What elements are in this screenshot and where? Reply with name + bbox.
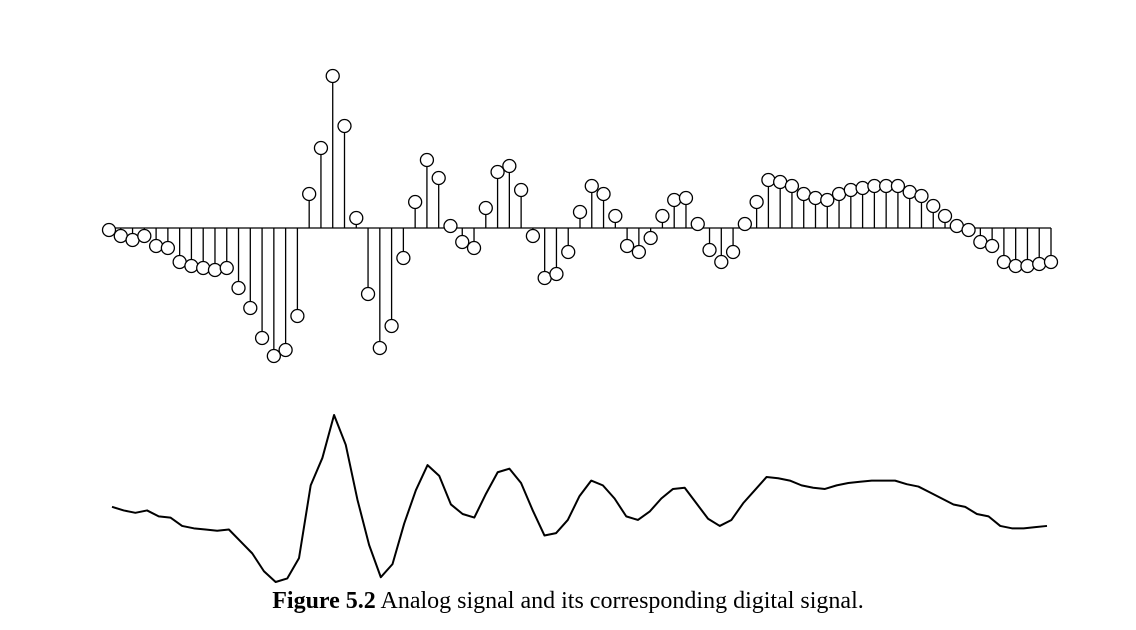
stem-marker: [937, 208, 953, 224]
stem-marker: [879, 178, 894, 194]
stem-marker: [725, 244, 741, 260]
stem-marker: [1043, 254, 1059, 270]
stem-marker: [266, 348, 282, 364]
stem-marker: [584, 178, 599, 194]
stem-marker: [396, 250, 411, 266]
stem-marker: [549, 266, 564, 282]
stem-marker: [714, 254, 729, 270]
stem-marker: [643, 230, 658, 246]
stem-marker: [608, 208, 623, 224]
stem-marker: [737, 216, 752, 232]
digital-signal-stem-plot: [101, 68, 1059, 364]
stem-marker: [137, 228, 152, 244]
stem-marker: [902, 184, 917, 200]
figure-caption: Figure 5.2 Analog signal and its corresp…: [0, 588, 1136, 615]
stem-marker: [148, 238, 164, 254]
stem-marker: [949, 218, 964, 234]
stem-marker: [184, 258, 199, 274]
analog-signal-line: [111, 414, 1048, 583]
stem-marker: [1032, 256, 1047, 272]
stem-marker: [678, 190, 694, 206]
stem-marker: [831, 186, 847, 202]
stem-marker: [243, 300, 258, 316]
stem-marker: [1008, 258, 1023, 274]
stem-marker: [655, 208, 670, 224]
stem-marker: [1020, 258, 1035, 274]
stem-marker: [667, 192, 682, 208]
stem-marker: [278, 342, 293, 358]
stem-marker: [890, 178, 906, 194]
stem-marker: [431, 170, 446, 186]
stem-marker: [360, 286, 376, 302]
stem-marker: [407, 194, 423, 210]
analog-signal-line-plot: [111, 414, 1048, 583]
stem-marker: [961, 222, 976, 238]
stem-marker: [443, 218, 458, 234]
stem-marker: [172, 254, 187, 270]
stem-marker: [337, 118, 352, 134]
stem-marker: [101, 222, 117, 238]
stem-marker: [596, 186, 611, 202]
stem-marker: [349, 210, 364, 226]
stem-marker: [455, 234, 470, 250]
stem-marker: [302, 186, 317, 202]
stem-marker: [325, 68, 340, 84]
stem-marker: [984, 238, 1000, 254]
stem-marker: [537, 270, 552, 286]
stem-marker: [113, 228, 128, 244]
figure-caption-text: Analog signal and its corresponding digi…: [380, 588, 864, 614]
stem-marker: [808, 190, 823, 206]
stem-marker: [466, 240, 482, 256]
stem-marker: [207, 262, 223, 278]
stem-marker: [561, 244, 576, 260]
stem-marker: [572, 204, 588, 220]
stem-marker: [219, 260, 234, 276]
stem-marker: [196, 260, 211, 276]
stem-marker: [926, 198, 941, 214]
stem-marker: [843, 182, 858, 198]
stem-marker: [796, 186, 811, 202]
stem-marker: [702, 242, 717, 258]
stem-marker: [855, 180, 870, 196]
stem-marker: [525, 228, 541, 244]
stem-marker: [372, 340, 387, 356]
stem-marker: [996, 254, 1012, 270]
stem-marker: [313, 140, 329, 156]
stem-marker: [502, 158, 517, 174]
stem-marker: [160, 240, 176, 256]
stem-marker: [690, 216, 705, 232]
stem-marker: [761, 172, 776, 188]
stem-marker: [867, 178, 882, 194]
stem-marker: [820, 192, 835, 208]
stem-marker: [290, 308, 305, 324]
stem-marker: [914, 188, 929, 204]
stem-marker: [784, 178, 800, 194]
stem-marker: [478, 200, 493, 216]
stem-marker: [490, 164, 505, 180]
stem-marker: [231, 280, 246, 296]
stem-marker: [419, 152, 435, 168]
figure-caption-label: Figure 5.2: [272, 588, 376, 614]
stem-marker: [631, 244, 647, 260]
stem-marker: [773, 174, 788, 190]
stem-marker: [973, 234, 988, 250]
stem-marker: [749, 194, 764, 210]
stem-marker: [619, 238, 635, 254]
stem-marker: [513, 182, 529, 198]
stem-marker: [384, 318, 399, 334]
stem-marker: [254, 330, 270, 346]
stem-marker: [125, 232, 140, 248]
